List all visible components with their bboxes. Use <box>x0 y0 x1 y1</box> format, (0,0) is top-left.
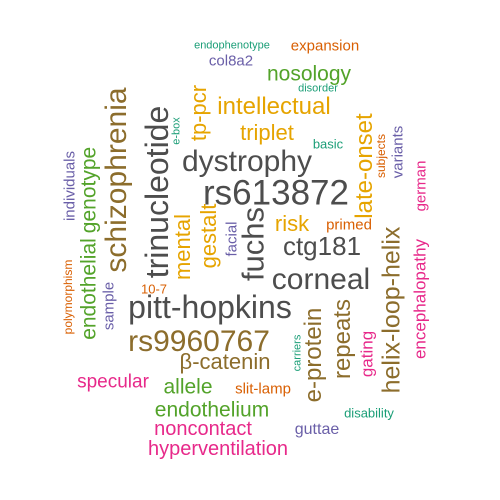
word-rs9960767: rs9960767 <box>128 325 270 358</box>
word-noncontact: noncontact <box>154 418 252 440</box>
word-guttae: guttae <box>294 421 340 438</box>
word-hyperventilation: hyperventilation <box>147 438 289 460</box>
word-variants: variants <box>389 125 407 179</box>
word-carriers: carriers <box>291 334 304 372</box>
word-sample: sample <box>100 281 118 331</box>
word-endophenotype: endophenotype <box>194 39 270 52</box>
word-triplet: triplet <box>240 120 294 145</box>
word-repeats: repeats <box>329 298 356 380</box>
word-encephalopathy: encephalopathy <box>410 238 430 360</box>
word-endothelial: endothelial <box>77 238 101 340</box>
word-ctg181: ctg181 <box>282 231 362 261</box>
word-german: german <box>412 160 430 212</box>
word-facial: facial <box>223 221 241 257</box>
word-specular: specular <box>77 371 149 393</box>
word-mental: mental <box>170 213 195 281</box>
word-fuchs: fuchs <box>235 206 271 282</box>
word-schizophrenia: schizophrenia <box>100 87 133 273</box>
word-individuals: individuals <box>61 150 79 222</box>
word-e-protein: e-protein <box>300 307 327 403</box>
word-corneal: corneal <box>271 263 371 296</box>
word-risk: risk <box>274 211 310 236</box>
word-expansion: expansion <box>290 37 360 55</box>
word-primed: primed <box>326 216 372 234</box>
word-10-7: 10-7 <box>140 281 168 297</box>
word-dystrophy: dystrophy <box>181 145 313 178</box>
word-disability: disability <box>344 405 394 421</box>
word-slit-lamp: slit-lamp <box>235 380 291 398</box>
word-endothelium: endothelium <box>154 398 270 422</box>
word-nosology: nosology <box>266 62 352 86</box>
word-disorder: disorder <box>298 82 338 95</box>
word-basic: basic <box>312 136 344 152</box>
word-allele: allele <box>163 375 213 399</box>
word-rs613872: rs613872 <box>203 173 349 213</box>
word-e-box: e-box <box>170 117 183 145</box>
word-helix-loop-helix: helix-loop-helix <box>377 226 406 394</box>
word-polymorphism: polymorphism <box>61 259 75 335</box>
word-genotype: genotype <box>77 146 101 234</box>
word-pitt-hopkins: pitt-hopkins <box>128 289 292 325</box>
word-subjects: subjects <box>374 133 388 179</box>
word-col8a2: col8a2 <box>208 52 254 70</box>
word-intellectual: intellectual <box>217 93 331 120</box>
word-tp-pcr: tp-pcr <box>186 84 211 142</box>
word-gating: gating <box>357 330 377 378</box>
word-trinucleotide: trinucleotide <box>139 105 175 279</box>
word-gestalt: gestalt <box>196 203 221 269</box>
word-beta-catenin: β-catenin <box>179 349 271 374</box>
